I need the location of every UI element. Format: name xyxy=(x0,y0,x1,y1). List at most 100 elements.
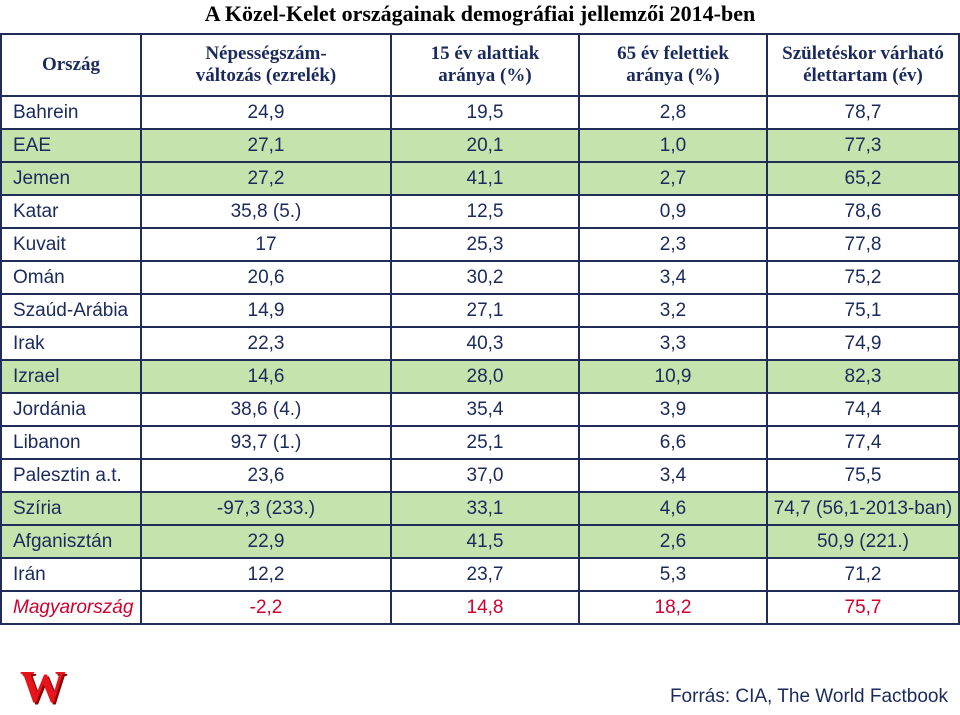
cell-under15: 23,7 xyxy=(390,557,580,592)
cell-growth: -2,2 xyxy=(140,590,392,625)
cell-over65: 1,0 xyxy=(578,128,768,163)
cell-country: Jordánia xyxy=(0,392,142,427)
cell-growth: 38,6 (4.) xyxy=(140,392,392,427)
table-row: Kuvait 17 25,3 2,3 77,8 xyxy=(0,227,960,262)
cell-under15: 33,1 xyxy=(390,491,580,526)
cell-life: 75,5 xyxy=(766,458,960,493)
cell-growth: 12,2 xyxy=(140,557,392,592)
cell-life: 75,1 xyxy=(766,293,960,328)
cell-over65: 0,9 xyxy=(578,194,768,229)
cell-country: Palesztin a.t. xyxy=(0,458,142,493)
cell-under15: 12,5 xyxy=(390,194,580,229)
cell-under15: 35,4 xyxy=(390,392,580,427)
cell-growth: 24,9 xyxy=(140,95,392,130)
table-row: Szaúd-Arábia 14,9 27,1 3,2 75,1 xyxy=(0,293,960,328)
cell-country: Kuvait xyxy=(0,227,142,262)
cell-life: 74,4 xyxy=(766,392,960,427)
cell-country: Jemen xyxy=(0,161,142,196)
header-over65: 65 év felettiek aránya (%) xyxy=(578,33,768,97)
header-country: Ország xyxy=(0,33,142,97)
cell-country: EAE xyxy=(0,128,142,163)
cell-life: 77,8 xyxy=(766,227,960,262)
cell-over65: 2,7 xyxy=(578,161,768,196)
header-life-expectancy: Születéskor várható élettartam (év) xyxy=(766,33,960,97)
cell-under15: 27,1 xyxy=(390,293,580,328)
cell-growth: 14,6 xyxy=(140,359,392,394)
header-under15-line1: 15 év alattiak xyxy=(430,43,540,64)
table-row: Irán 12,2 23,7 5,3 71,2 xyxy=(0,557,960,592)
header-life-line1: Születéskor várható xyxy=(782,43,944,64)
cell-over65: 3,4 xyxy=(578,260,768,295)
cell-under15: 41,5 xyxy=(390,524,580,559)
table-row: Palesztin a.t. 23,6 37,0 3,4 75,5 xyxy=(0,458,960,493)
cell-growth: 27,2 xyxy=(140,161,392,196)
header-under15-line2: aránya (%) xyxy=(438,65,532,86)
cell-over65: 6,6 xyxy=(578,425,768,460)
table-row: Omán 20,6 30,2 3,4 75,2 xyxy=(0,260,960,295)
cell-under15: 25,1 xyxy=(390,425,580,460)
cell-country: Libanon xyxy=(0,425,142,460)
cell-growth: 23,6 xyxy=(140,458,392,493)
table-row: Katar 35,8 (5.) 12,5 0,9 78,6 xyxy=(0,194,960,229)
cell-country: Afganisztán xyxy=(0,524,142,559)
cell-under15: 25,3 xyxy=(390,227,580,262)
cell-growth: -97,3 (233.) xyxy=(140,491,392,526)
cell-life: 77,3 xyxy=(766,128,960,163)
cell-over65: 3,9 xyxy=(578,392,768,427)
cell-under15: 41,1 xyxy=(390,161,580,196)
cell-growth: 35,8 (5.) xyxy=(140,194,392,229)
cell-life: 78,7 xyxy=(766,95,960,130)
cell-over65: 3,4 xyxy=(578,458,768,493)
cell-life: 82,3 xyxy=(766,359,960,394)
cell-under15: 28,0 xyxy=(390,359,580,394)
table-row: Irak 22,3 40,3 3,3 74,9 xyxy=(0,326,960,361)
cell-country: Izrael xyxy=(0,359,142,394)
cell-growth: 22,3 xyxy=(140,326,392,361)
cell-country: Bahrein xyxy=(0,95,142,130)
cell-growth: 93,7 (1.) xyxy=(140,425,392,460)
cell-life: 75,2 xyxy=(766,260,960,295)
header-growth: Népességszám-változás (ezrelék) xyxy=(140,33,392,97)
cell-under15: 40,3 xyxy=(390,326,580,361)
source-note: Forrás: CIA, The World Factbook xyxy=(669,686,948,707)
table-row: Jemen 27,2 41,1 2,7 65,2 xyxy=(0,161,960,196)
page-title: A Közel-Kelet országainak demográfiai je… xyxy=(204,1,756,26)
cell-growth: 22,9 xyxy=(140,524,392,559)
cell-country: Omán xyxy=(0,260,142,295)
header-life-line2: élettartam (év) xyxy=(803,65,923,86)
header-row: Ország Népességszám-változás (ezrelék) 1… xyxy=(0,33,960,97)
header-growth-line2: változás (ezrelék) xyxy=(195,65,337,86)
header-growth-line1: Népességszám- xyxy=(205,43,327,64)
cell-growth: 20,6 xyxy=(140,260,392,295)
w-logo: W xyxy=(20,661,66,712)
cell-under15: 14,8 xyxy=(390,590,580,625)
table-row: EAE 27,1 20,1 1,0 77,3 xyxy=(0,128,960,163)
cell-growth: 14,9 xyxy=(140,293,392,328)
table-row: Jordánia 38,6 (4.) 35,4 3,9 74,4 xyxy=(0,392,960,427)
table-row: Libanon 93,7 (1.) 25,1 6,6 77,4 xyxy=(0,425,960,460)
table-row-highlight: Magyarország -2,2 14,8 18,2 75,7 xyxy=(0,590,960,625)
table-row: Izrael 14,6 28,0 10,9 82,3 xyxy=(0,359,960,394)
cell-over65: 5,3 xyxy=(578,557,768,592)
cell-over65: 2,3 xyxy=(578,227,768,262)
header-over65-line2: aránya (%) xyxy=(626,65,720,86)
table-row: Bahrein 24,9 19,5 2,8 78,7 xyxy=(0,95,960,130)
header-over65-line1: 65 év felettiek xyxy=(617,43,729,64)
cell-under15: 19,5 xyxy=(390,95,580,130)
cell-over65: 10,9 xyxy=(578,359,768,394)
demographics-table: Ország Népességszám-változás (ezrelék) 1… xyxy=(0,33,960,625)
cell-life: 74,9 xyxy=(766,326,960,361)
header-country-label: Ország xyxy=(41,54,101,75)
cell-over65: 18,2 xyxy=(578,590,768,625)
cell-life: 71,2 xyxy=(766,557,960,592)
cell-country: Magyarország xyxy=(0,590,142,625)
cell-under15: 30,2 xyxy=(390,260,580,295)
cell-country: Irak xyxy=(0,326,142,361)
cell-under15: 37,0 xyxy=(390,458,580,493)
cell-over65: 4,6 xyxy=(578,491,768,526)
cell-growth: 27,1 xyxy=(140,128,392,163)
cell-life: 78,6 xyxy=(766,194,960,229)
cell-life: 50,9 (221.) xyxy=(766,524,960,559)
cell-life: 65,2 xyxy=(766,161,960,196)
table-row: Afganisztán 22,9 41,5 2,6 50,9 (221.) xyxy=(0,524,960,559)
